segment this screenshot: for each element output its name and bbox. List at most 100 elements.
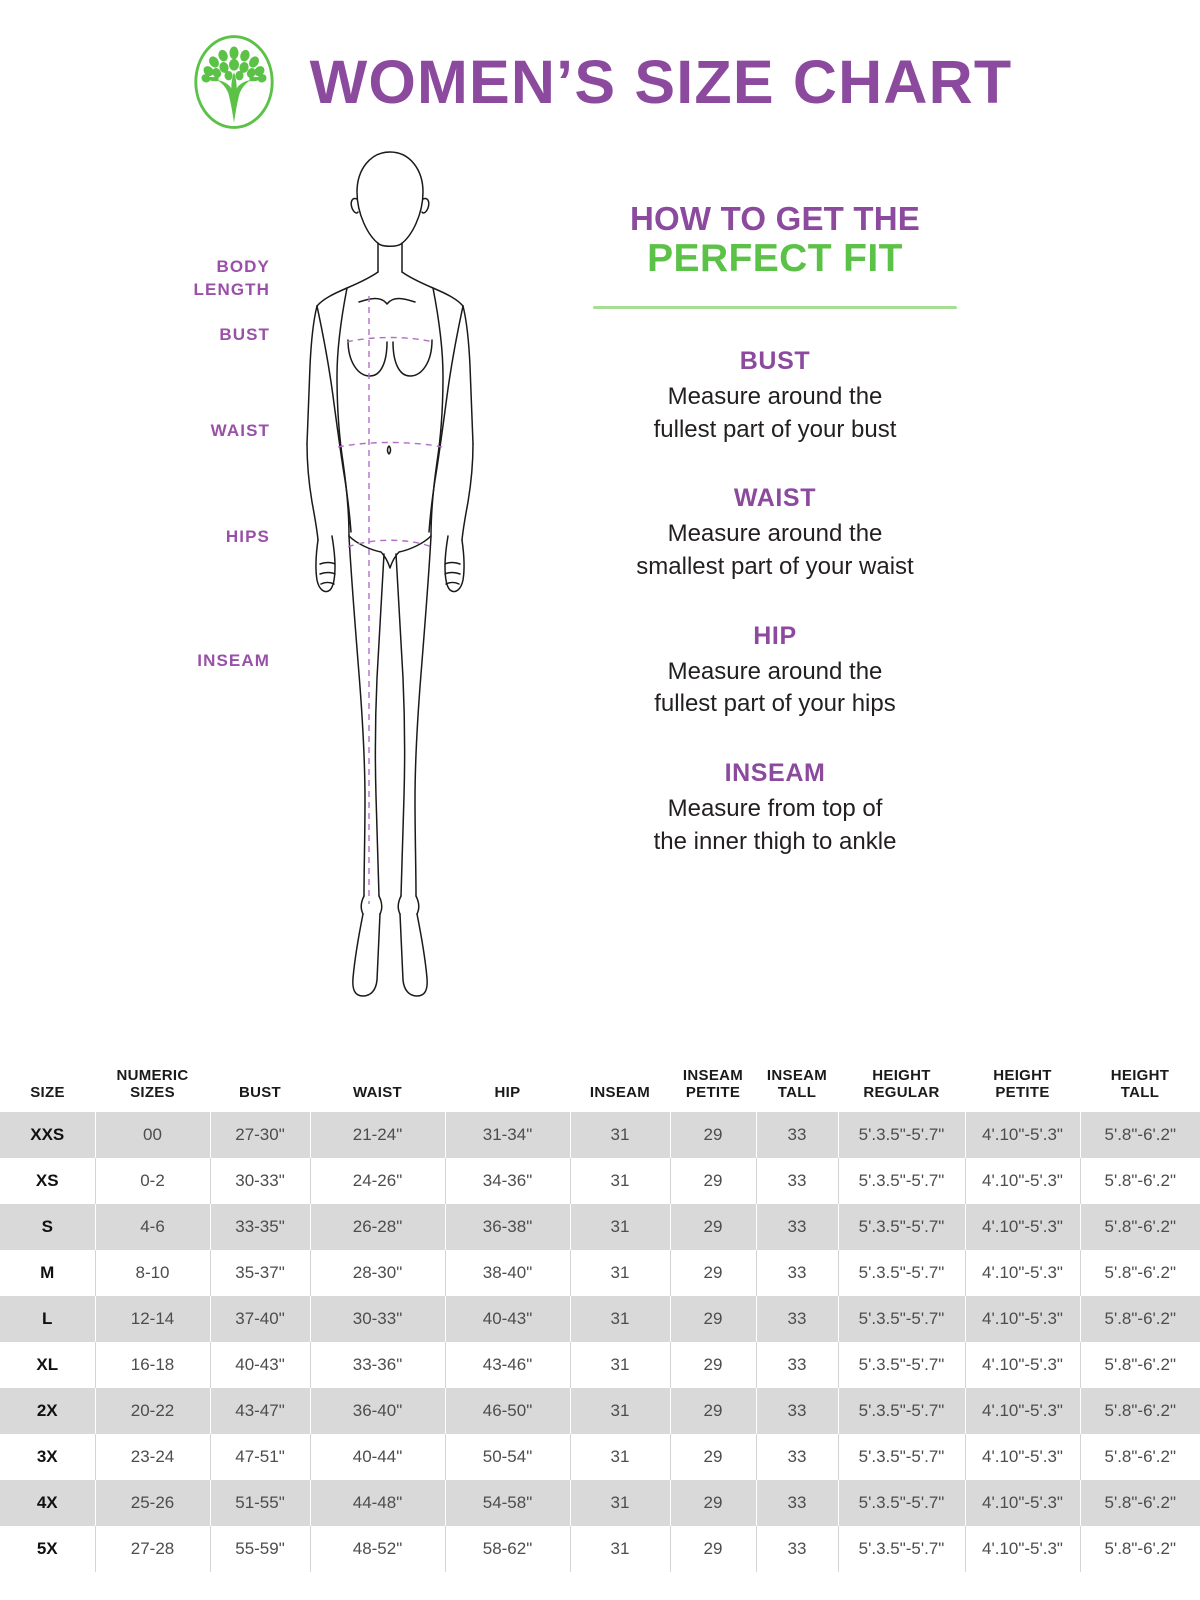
col-header-height-petite-line1: HEIGHT [993,1067,1052,1084]
cell-hip: 46-50" [444,1387,570,1434]
col-header-numeric-sizes: NUMERIC SIZES [95,1063,210,1112]
tip-text-waist-line1: Measure around the [667,520,883,548]
col-header-hip-line1: HIP [494,1084,521,1102]
cell-inseam: 31 [569,1341,670,1388]
table-row: M 8-10 35-37" 28-30" 38-40" 31 29 33 5'.3.5"-5'.… [0,1249,1200,1296]
cell-height-petite: 4'.10"-5'.3" [964,1525,1080,1572]
cell-inseam: 31 [569,1203,670,1250]
cell-waist: 30-33" [309,1295,445,1342]
cell-height-petite: 4'.10"-5'.3" [964,1387,1080,1434]
cell-height-regular: 5'.3.5"-5'.7" [837,1203,965,1250]
label-inseam: INSEAM [197,651,270,670]
cell-inseam-tall: 33 [755,1203,838,1250]
cell-height-petite: 4'.10"-5'.3" [964,1249,1080,1296]
how-to-get-perfect-fit-panel: HOW TO GET THE PERFECT FIT BUST Measure … [575,200,975,858]
cell-inseam-petite: 29 [669,1249,756,1296]
tip-title-bust: BUST [739,347,811,376]
label-body-length-line1: BODY [216,257,270,276]
table-header-row: SIZE NUMERIC SIZES BUST WAIST HIP INSEAM… [0,1063,1200,1112]
col-header-height-petite-line2: PETITE [995,1084,1050,1102]
cell-inseam-petite: 29 [669,1479,756,1526]
tip-title-waist: WAIST [733,484,817,513]
cell-height-tall: 5'.8"-6'.2" [1079,1433,1200,1480]
col-header-inseam-petite-line2: PETITE [685,1084,741,1102]
bust-guide [346,336,434,343]
tip-title-inseam: INSEAM [724,758,826,787]
cell-height-tall: 5'.8"-6'.2" [1079,1249,1200,1296]
howto-heading-line2: PERFECT FIT [647,237,903,281]
tip-text-hip-line2: fullest part of your hips [654,690,896,718]
cell-bust: 55-59" [209,1525,310,1572]
table-row: L 12-14 37-40" 30-33" 40-43" 31 29 33 5'.3.5"-5'… [0,1295,1200,1342]
col-header-inseam-petite-line1: INSEAM [682,1067,744,1084]
tip-text-inseam-line2: the inner thigh to ankle [653,827,897,855]
cell-height-regular: 5'.3.5"-5'.7" [837,1157,965,1204]
cell-height-regular: 5'.3.5"-5'.7" [837,1341,965,1388]
cell-waist: 24-26" [309,1157,445,1204]
cell-height-tall: 5'.8"-6'.2" [1079,1157,1200,1204]
table-row: 5X 27-28 55-59" 48-52" 58-62" 31 29 33 5'.3.5"-5… [0,1525,1200,1572]
cell-bust: 51-55" [209,1479,310,1526]
cell-size: 3X [0,1433,95,1480]
cell-size: S [0,1203,95,1250]
table-row: 2X 20-22 43-47" 36-40" 46-50" 31 29 33 5'.3.5"-5… [0,1387,1200,1434]
col-header-height-tall-line1: HEIGHT [1110,1067,1170,1084]
label-body-length: BODY LENGTH [120,256,270,302]
cell-inseam-tall: 33 [755,1157,838,1204]
cell-size: 2X [0,1387,95,1434]
label-body-length-line2: LENGTH [193,279,270,299]
cell-inseam-tall: 33 [755,1387,838,1434]
cell-height-tall: 5'.8"-6'.2" [1079,1295,1200,1342]
female-croquis-illustration [275,144,505,1029]
cell-numeric: 25-26 [94,1479,210,1526]
cell-size: XXS [0,1111,95,1158]
cell-height-petite: 4'.10"-5'.3" [964,1111,1080,1158]
col-header-size: SIZE [0,1063,95,1112]
cell-height-regular: 5'.3.5"-5'.7" [837,1387,965,1434]
tip-text-waist-line2: smallest part of your waist [636,553,914,581]
cell-size: XL [0,1341,95,1388]
cell-inseam-tall: 33 [755,1111,838,1158]
cell-height-tall: 5'.8"-6'.2" [1079,1525,1200,1572]
col-header-height-regular-line1: HEIGHT [872,1067,931,1084]
table-row: XS 0-2 30-33" 24-26" 34-36" 31 29 33 5'.3.5"-5'.… [0,1157,1200,1204]
cell-inseam: 31 [569,1157,670,1204]
cell-height-petite: 4'.10"-5'.3" [964,1341,1080,1388]
cell-hip: 40-43" [444,1295,570,1342]
measurement-tip-inseam: INSEAM Measure from top of the inner thi… [575,759,975,858]
cell-numeric: 8-10 [94,1249,210,1296]
cell-inseam-tall: 33 [755,1341,838,1388]
cell-hip: 36-38" [444,1203,570,1250]
page-title: WOMEN’S SIZE CHART [309,47,1013,116]
cell-height-regular: 5'.3.5"-5'.7" [837,1525,965,1572]
cell-waist: 21-24" [309,1111,445,1158]
cell-numeric: 27-28 [94,1525,210,1572]
cell-height-regular: 5'.3.5"-5'.7" [837,1479,965,1526]
cell-inseam-tall: 33 [755,1433,838,1480]
cell-numeric: 16-18 [94,1341,210,1388]
col-header-height-regular: HEIGHT REGULAR [838,1063,965,1112]
cell-hip: 50-54" [444,1433,570,1480]
tip-title-hip: HIP [753,621,797,650]
measurement-tip-bust: BUST Measure around the fullest part of … [575,347,975,446]
cell-inseam-tall: 33 [755,1479,838,1526]
cell-size: XS [0,1157,95,1204]
col-header-numeric-line1: NUMERIC [116,1067,189,1084]
cell-height-regular: 5'.3.5"-5'.7" [837,1249,965,1296]
cell-height-tall: 5'.8"-6'.2" [1079,1111,1200,1158]
col-header-inseam-petite: INSEAM PETITE [670,1063,756,1112]
cell-hip: 38-40" [444,1249,570,1296]
page-header: WOMEN’S SIZE CHART [0,0,1200,132]
cell-inseam: 31 [569,1295,670,1342]
col-header-height-petite: HEIGHT PETITE [965,1063,1080,1112]
col-header-bust-line1: BUST [238,1084,282,1102]
cell-inseam: 31 [569,1433,670,1480]
col-header-inseam-tall-line1: INSEAM [766,1067,828,1084]
hips-guide [347,539,433,548]
cell-height-regular: 5'.3.5"-5'.7" [837,1111,965,1158]
cell-height-tall: 5'.8"-6'.2" [1079,1203,1200,1250]
cell-bust: 37-40" [209,1295,310,1342]
cell-height-tall: 5'.8"-6'.2" [1079,1387,1200,1434]
table-row: S 4-6 33-35" 26-28" 36-38" 31 29 33 5'.3.5"-5'.7… [0,1203,1200,1250]
table-row: 4X 25-26 51-55" 44-48" 54-58" 31 29 33 5'.3.5"-5… [0,1479,1200,1526]
